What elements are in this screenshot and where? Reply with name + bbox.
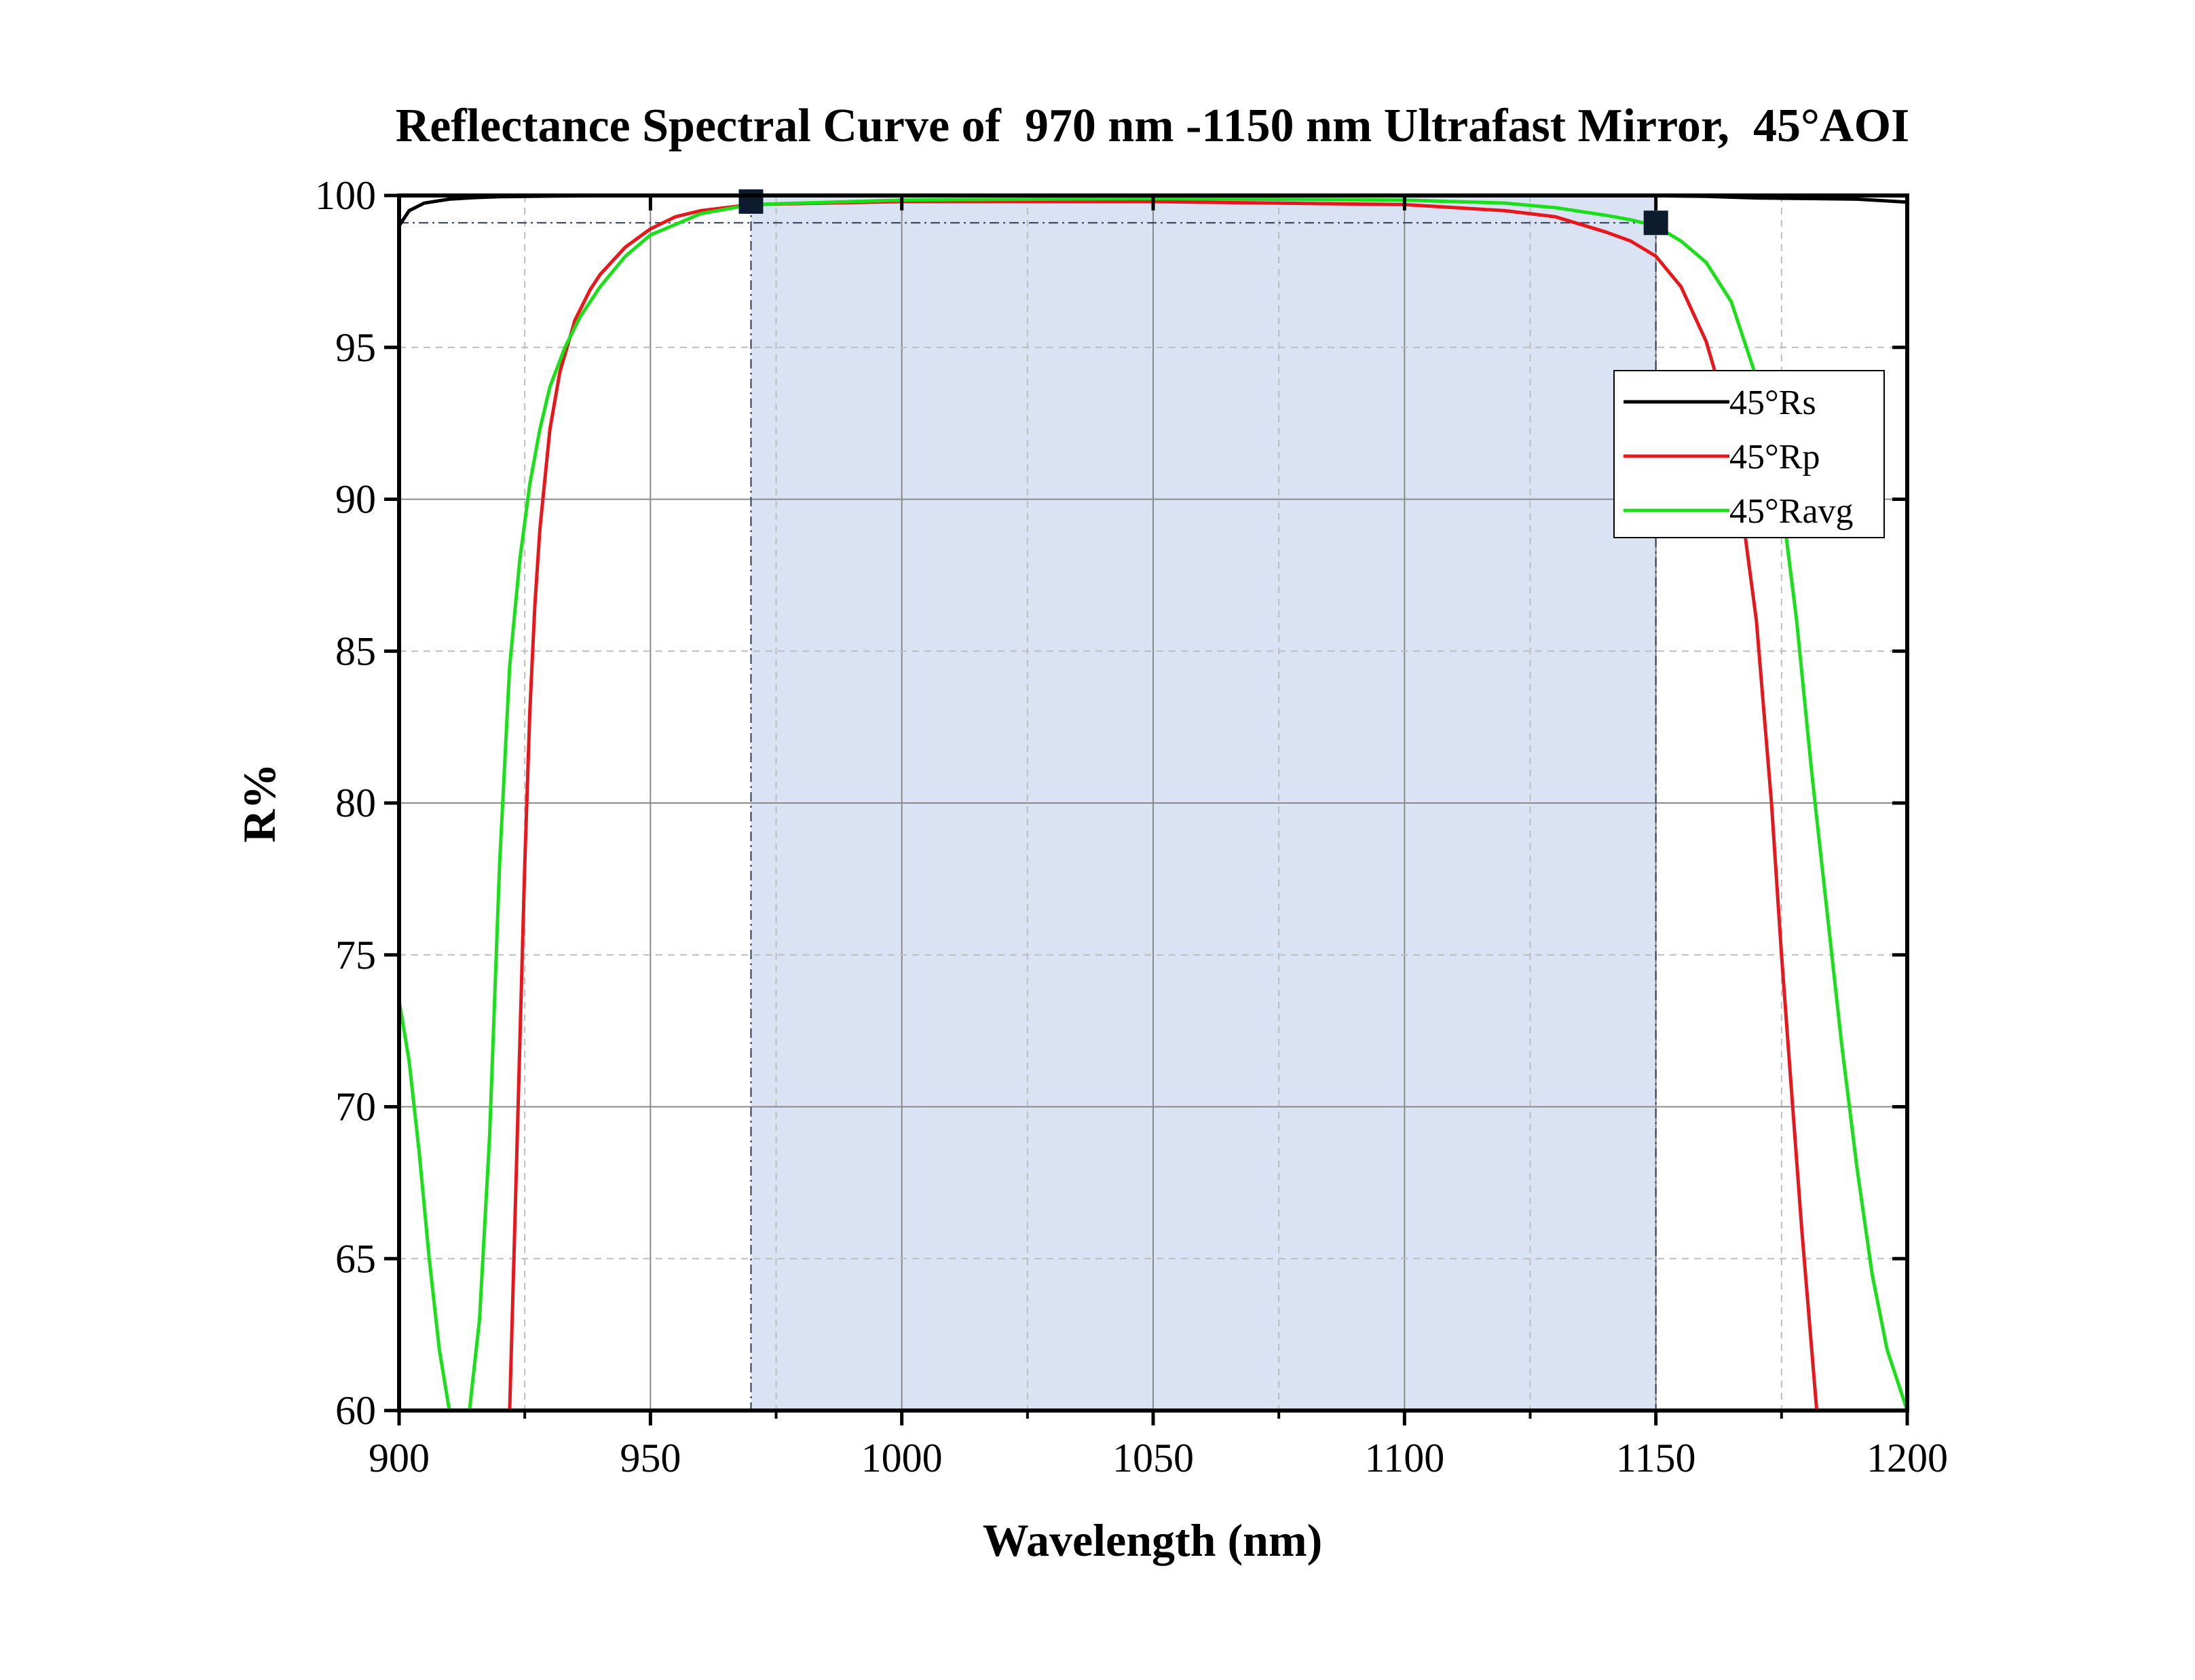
y-tick-label: 90: [335, 477, 376, 522]
x-tick-label: 1100: [1364, 1436, 1444, 1480]
y-tick-label: 60: [335, 1388, 376, 1433]
axis-ticks: [384, 193, 1909, 1425]
x-tick-labels: 900 950 1000 1050 1100 1150 1200: [369, 1436, 1948, 1480]
legend: 45°Rs 45°Rp 45°Ravg: [1613, 370, 1885, 538]
y-tick-label: 75: [335, 933, 376, 977]
x-tick-label: 1050: [1112, 1436, 1194, 1480]
x-tick-label: 900: [369, 1436, 430, 1480]
marker-layer: [738, 189, 1668, 236]
y-axis-title: R%: [233, 763, 285, 842]
x-tick-label: 1150: [1616, 1436, 1696, 1480]
legend-label: 45°Rs: [1729, 384, 1816, 422]
series-line: [508, 200, 1819, 1411]
x-tick-label: 950: [620, 1436, 681, 1480]
chart-title: Reflectance Spectral Curve of 970 nm -11…: [396, 100, 1910, 152]
x-tick-label: 1000: [861, 1436, 943, 1480]
y-tick-label: 100: [315, 173, 376, 218]
y-tick-label: 85: [335, 629, 376, 673]
series-line: [399, 197, 1907, 1411]
band-edge-marker: [1643, 210, 1668, 236]
legend-label: 45°Ravg: [1729, 492, 1854, 531]
y-tick-label: 95: [335, 325, 376, 370]
y-tick-label: 70: [335, 1085, 376, 1130]
y-tick-label: 80: [335, 781, 376, 825]
x-axis-title: Wavelength (nm): [983, 1514, 1323, 1566]
y-tick-label: 65: [335, 1236, 376, 1281]
y-tick-labels: 60 65 70 75 80 85 90 95 100: [315, 173, 376, 1433]
band-edge-marker: [738, 189, 764, 214]
legend-label: 45°Rp: [1729, 438, 1820, 477]
x-tick-label: 1200: [1866, 1436, 1948, 1480]
